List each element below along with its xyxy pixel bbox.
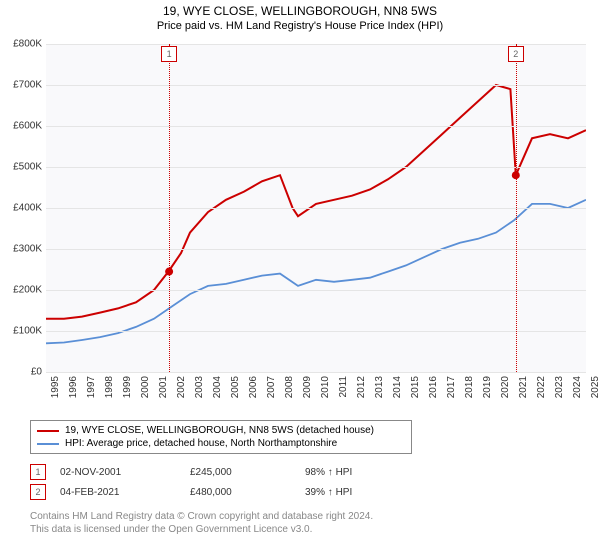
y-axis-label: £400K (0, 203, 42, 214)
x-axis-label: 2002 (176, 376, 187, 398)
x-axis-label: 2004 (212, 376, 223, 398)
x-axis-label: 2014 (392, 376, 403, 398)
gridline (46, 44, 586, 45)
x-axis-label: 2003 (194, 376, 205, 398)
gridline (46, 167, 586, 168)
y-axis-label: £300K (0, 244, 42, 255)
gridline (46, 372, 586, 373)
legend-box: 19, WYE CLOSE, WELLINGBOROUGH, NN8 5WS (… (30, 420, 412, 454)
x-axis-label: 2018 (464, 376, 475, 398)
series-property (46, 85, 586, 319)
x-axis-label: 2022 (536, 376, 547, 398)
gridline (46, 85, 586, 86)
x-axis-label: 2000 (140, 376, 151, 398)
x-axis-label: 2011 (338, 376, 349, 398)
chart-title: 19, WYE CLOSE, WELLINGBOROUGH, NN8 5WS (0, 4, 600, 18)
sales-row-1: 1 02-NOV-2001 £245,000 98% ↑ HPI (30, 462, 395, 482)
x-axis-label: 2001 (158, 376, 169, 398)
legend-swatch-hpi (37, 443, 59, 445)
x-axis-label: 1997 (86, 376, 97, 398)
x-axis-label: 2010 (320, 376, 331, 398)
sales-price-1: £245,000 (190, 467, 305, 478)
legend-row-property: 19, WYE CLOSE, WELLINGBOROUGH, NN8 5WS (… (37, 424, 405, 437)
footer-line-2: This data is licensed under the Open Gov… (30, 523, 373, 536)
x-axis-label: 2023 (554, 376, 565, 398)
y-axis-label: £600K (0, 121, 42, 132)
x-axis-label: 2020 (500, 376, 511, 398)
title-block: 19, WYE CLOSE, WELLINGBOROUGH, NN8 5WS P… (0, 0, 600, 32)
x-axis-label: 2017 (446, 376, 457, 398)
marker-box: 2 (508, 46, 524, 62)
sales-date-1: 02-NOV-2001 (60, 467, 190, 478)
marker-line (516, 44, 517, 372)
legend-text-property: 19, WYE CLOSE, WELLINGBOROUGH, NN8 5WS (… (65, 425, 374, 436)
legend-text-hpi: HPI: Average price, detached house, Nort… (65, 438, 337, 449)
gridline (46, 290, 586, 291)
x-axis-label: 2015 (410, 376, 421, 398)
sales-date-2: 04-FEB-2021 (60, 487, 190, 498)
x-axis-label: 2012 (356, 376, 367, 398)
footer: Contains HM Land Registry data © Crown c… (30, 510, 373, 536)
x-axis-label: 2013 (374, 376, 385, 398)
sales-row-2: 2 04-FEB-2021 £480,000 39% ↑ HPI (30, 482, 395, 502)
sales-price-2: £480,000 (190, 487, 305, 498)
sales-pct-2: 39% ↑ HPI (305, 487, 395, 498)
x-axis-label: 2005 (230, 376, 241, 398)
sales-pct-1: 98% ↑ HPI (305, 467, 395, 478)
y-axis-label: £100K (0, 326, 42, 337)
footer-line-1: Contains HM Land Registry data © Crown c… (30, 510, 373, 523)
x-axis-label: 1999 (122, 376, 133, 398)
x-axis-label: 2021 (518, 376, 529, 398)
x-axis-label: 1996 (68, 376, 79, 398)
chart-subtitle: Price paid vs. HM Land Registry's House … (0, 20, 600, 32)
x-axis-label: 2008 (284, 376, 295, 398)
sales-marker-1: 1 (30, 464, 46, 480)
y-axis-label: £0 (0, 367, 42, 378)
x-axis-label: 2007 (266, 376, 277, 398)
x-axis-label: 2019 (482, 376, 493, 398)
marker-box: 1 (161, 46, 177, 62)
y-axis-label: £800K (0, 39, 42, 50)
x-axis-label: 1998 (104, 376, 115, 398)
chart-area: 12 (46, 44, 586, 373)
chart-container: 19, WYE CLOSE, WELLINGBOROUGH, NN8 5WS P… (0, 0, 600, 560)
x-axis-label: 2009 (302, 376, 313, 398)
legend-row-hpi: HPI: Average price, detached house, Nort… (37, 437, 405, 450)
y-axis-label: £200K (0, 285, 42, 296)
marker-line (169, 44, 170, 372)
x-axis-label: 2024 (572, 376, 583, 398)
x-axis-label: 2016 (428, 376, 439, 398)
y-axis-label: £500K (0, 162, 42, 173)
gridline (46, 249, 586, 250)
gridline (46, 208, 586, 209)
sales-marker-2: 2 (30, 484, 46, 500)
x-axis-label: 1995 (50, 376, 61, 398)
series-hpi (46, 200, 586, 343)
x-axis-label: 2006 (248, 376, 259, 398)
gridline (46, 331, 586, 332)
sales-table: 1 02-NOV-2001 £245,000 98% ↑ HPI 2 04-FE… (30, 462, 395, 502)
legend-swatch-property (37, 430, 59, 432)
x-axis-label: 2025 (590, 376, 600, 398)
y-axis-label: £700K (0, 80, 42, 91)
gridline (46, 126, 586, 127)
